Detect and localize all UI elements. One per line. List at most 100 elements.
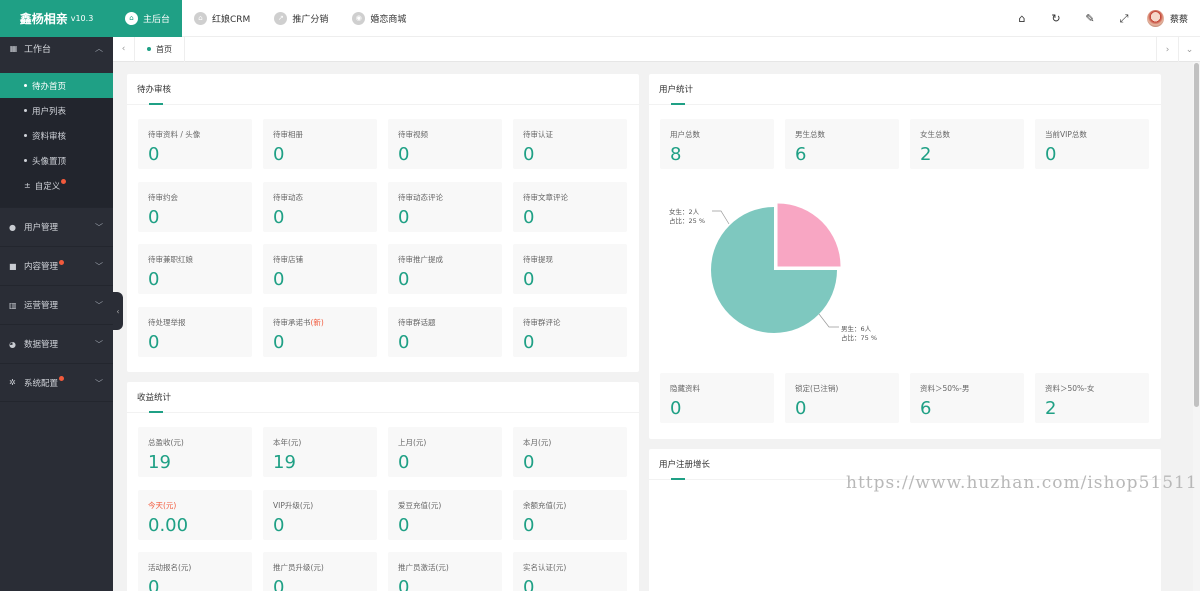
pie-slice[interactable] (777, 203, 841, 267)
stat-label-text: 待审推广提成 (398, 255, 443, 264)
stat-value: 0 (148, 577, 160, 591)
sidebar-collapse-button[interactable]: ‹ (113, 292, 123, 330)
sidebar-sub-avatar-top[interactable]: 头像置顶 (0, 148, 113, 173)
sidebar-item-workbench[interactable]: ▦ 工作台 ︿ (0, 37, 113, 59)
tab-home[interactable]: 首页 (135, 36, 185, 62)
topnav-main[interactable]: ⌂ 主后台 (113, 0, 183, 37)
stat-label-text: 待审动态评论 (398, 192, 443, 202)
stat-cell[interactable]: 爱豆充值(元) 0 (388, 489, 502, 540)
sidebar-item-label: 工作台 (24, 44, 52, 55)
stat-label-text: 总盈收(元) (148, 438, 184, 447)
notification-dot (59, 376, 65, 381)
stat-cell[interactable]: 本年(元) 19 (263, 427, 377, 477)
sidebar-sub-label: 待办首页 (32, 81, 67, 92)
stat-cell[interactable]: 待审文章评论 0 (513, 181, 627, 232)
topnav-shop[interactable]: ◉ 婚恋商城 (340, 0, 418, 37)
tab-menu-chevron-down-icon[interactable]: ⌄ (1178, 37, 1200, 62)
topnav-crm[interactable]: ⌂ 红娘CRM (182, 0, 262, 37)
crm-icon: ⌂ (194, 11, 208, 25)
sidebar-group-content[interactable]: ■ 内容管理 ﹀ (0, 246, 113, 285)
sidebar-group-users[interactable]: ● 用户管理 ﹀ (0, 207, 113, 246)
stat-cell[interactable]: 当前VIP总数 0 (1035, 119, 1149, 169)
stat-cell[interactable]: 资料＞50%-女 2 (1035, 373, 1149, 423)
stat-cell[interactable]: 锁定(已注销) 0 (785, 373, 899, 423)
stat-cell[interactable]: 待审相册 0 (263, 119, 377, 169)
stat-value: 0 (398, 331, 410, 353)
sidebar-sub-custom[interactable]: ± 自定义 (0, 173, 113, 198)
pie-slice[interactable] (711, 207, 837, 333)
gender-pie-chart (711, 203, 841, 333)
stat-cell[interactable]: 待审承诺书(新) 0 (263, 306, 377, 357)
stat-label-text: 锁定(已注销) (795, 384, 839, 393)
stat-cell[interactable]: 上月(元) 0 (388, 427, 502, 477)
stat-cell[interactable]: 待审资料 / 头像 0 (138, 119, 252, 169)
tab-scroll-right-icon[interactable]: › (1156, 37, 1178, 62)
user-menu[interactable]: 蔡蔡 (1141, 10, 1200, 27)
stat-cell[interactable]: 待审提现 0 (513, 244, 627, 294)
sidebar-sub-home[interactable]: 待办首页 (0, 73, 113, 98)
stat-label-text: 本年(元) (273, 438, 302, 447)
app-logo[interactable]: 鑫杨相亲 v10.3 (0, 0, 113, 37)
stat-cell[interactable]: 推广员激活(元) 0 (388, 552, 502, 591)
stat-label-text: 待处理举报 (148, 317, 186, 327)
scrollbar-thumb[interactable] (1194, 63, 1199, 407)
stat-cell[interactable]: 女生总数 2 (910, 119, 1024, 169)
stat-label-text: 实名认证(元) (523, 563, 567, 572)
sidebar-group-data[interactable]: ◕ 数据管理 ﹀ (0, 324, 113, 363)
stat-value: 0 (523, 206, 535, 228)
refresh-icon[interactable]: ↻ (1051, 12, 1061, 25)
new-tag: (新) (310, 317, 324, 327)
logo-text: 鑫杨相亲 (19, 12, 68, 26)
stat-value: 0 (273, 269, 285, 290)
sidebar-group-system[interactable]: ✲ 系统配置 ﹀ (0, 363, 113, 402)
stat-cell[interactable]: 实名认证(元) 0 (513, 552, 627, 591)
stat-cell[interactable]: 待审视频 0 (388, 119, 502, 169)
stat-cell[interactable]: 用户总数 8 (660, 119, 774, 169)
stat-label-text: 今天(元) (148, 500, 177, 510)
fullscreen-icon[interactable]: ⤢ (1119, 11, 1129, 25)
stat-cell[interactable]: 男生总数 6 (785, 119, 899, 169)
sidebar-sub-label: 用户列表 (32, 106, 67, 117)
stat-cell[interactable]: 待审推广提成 0 (388, 244, 502, 294)
stat-cell[interactable]: 推广员升级(元) 0 (263, 552, 377, 591)
tab-bar: ‹ 首页 › ⌄ (113, 36, 1200, 62)
stat-cell[interactable]: 本月(元) 0 (513, 427, 627, 477)
stat-cell[interactable]: 待处理举报 0 (138, 306, 252, 357)
stat-cell[interactable]: 余额充值(元) 0 (513, 489, 627, 540)
tab-scroll-left-icon[interactable]: ‹ (113, 36, 135, 62)
stat-cell[interactable]: 待审店铺 0 (263, 244, 377, 294)
sidebar: 鑫杨相亲 v10.3 ▦ 工作台 ︿ 待办首页 用户列表 资料审核 头像置顶 ± 自定义… (0, 0, 113, 591)
pie-label-male-ratio: 占比：75 % (841, 334, 878, 342)
stat-cell[interactable]: 待审动态评论 0 (388, 181, 502, 232)
stat-label-text: 待审文章评论 (523, 192, 568, 202)
stat-cell[interactable]: 今天(元) 0.00 (138, 489, 252, 540)
pie-label-male: 男生：6人 占比：75 % (841, 325, 877, 343)
clear-cache-icon[interactable]: ✎ (1085, 12, 1095, 25)
stat-label: 待审承诺书(新) (273, 317, 377, 328)
stat-cell[interactable]: VIP升级(元) 0 (263, 489, 377, 540)
stat-label: 待审视频 (398, 129, 502, 140)
watermark: https://www.huzhan.com/ishop51511 (846, 473, 1198, 493)
sidebar-group-operations[interactable]: ▥ 运营管理 ﹀ (0, 285, 113, 324)
stat-label: 今天(元) (148, 500, 252, 511)
stat-cell[interactable]: 总盈收(元) 19 (138, 427, 252, 477)
sidebar-sub-user-list[interactable]: 用户列表 (0, 98, 113, 123)
stat-cell[interactable]: 待审动态 0 (263, 181, 377, 232)
stat-cell[interactable]: 待审群话题 0 (388, 306, 502, 357)
stat-cell[interactable]: 隐藏资料 0 (660, 373, 774, 423)
stat-cell[interactable]: 待审兼职红娘 0 (138, 244, 252, 294)
stat-cell[interactable]: 待审认证 0 (513, 119, 627, 169)
stat-cell[interactable]: 活动报名(元) 0 (138, 552, 252, 591)
home-icon[interactable]: ⌂ (1018, 12, 1026, 25)
topnav-share[interactable]: ↗ 推广分销 (262, 0, 340, 37)
stat-value: 0 (523, 452, 535, 473)
pie-leader-line (712, 210, 730, 225)
stat-label-text: 推广员激活(元) (398, 563, 449, 572)
sidebar-sub-profile-review[interactable]: 资料审核 (0, 123, 113, 148)
stat-cell[interactable]: 待审群评论 0 (513, 306, 627, 357)
sidebar-group-label: 内容管理 (24, 262, 59, 272)
stat-cell[interactable]: 待审约会 0 (138, 181, 252, 232)
sidebar-group-label: 运营管理 (24, 301, 59, 311)
tab-label: 首页 (156, 44, 172, 54)
stat-cell[interactable]: 资料＞50%-男 6 (910, 373, 1024, 423)
